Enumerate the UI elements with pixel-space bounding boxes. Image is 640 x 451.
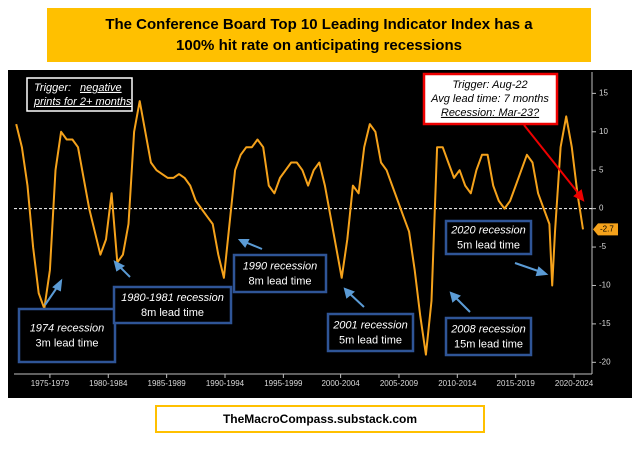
x-tick-label: 1995-1999 bbox=[264, 379, 303, 388]
y-tick-label: 0 bbox=[599, 204, 604, 213]
last-value-tag bbox=[593, 223, 618, 236]
x-tick-label: 2005-2009 bbox=[380, 379, 419, 388]
y-tick-label: -15 bbox=[599, 319, 611, 328]
recession-box bbox=[17, 307, 117, 364]
recession-lead: 5m lead time bbox=[457, 239, 520, 251]
callout-text: Trigger: Aug-22 bbox=[452, 79, 527, 91]
x-tick-label: 1990-1994 bbox=[206, 379, 245, 388]
recession-lead: 15m lead time bbox=[454, 338, 523, 350]
x-tick-label: 2010-2014 bbox=[438, 379, 477, 388]
chart-title: The Conference Board Top 10 Leading Indi… bbox=[105, 16, 533, 33]
recession-box bbox=[232, 253, 328, 294]
y-tick-label: 5 bbox=[599, 165, 604, 174]
red-arrow bbox=[523, 124, 585, 202]
recession-name: 1990 recession bbox=[243, 260, 318, 272]
recession-box bbox=[326, 312, 415, 353]
x-tick-label: 1980-1984 bbox=[89, 379, 128, 388]
source-box bbox=[155, 405, 485, 433]
y-tick-label: -10 bbox=[599, 281, 611, 290]
recession-lead: 5m lead time bbox=[339, 334, 402, 346]
recession-box bbox=[112, 285, 233, 325]
recession-name: 2008 recession bbox=[450, 323, 526, 335]
y-tick-label: 10 bbox=[599, 127, 608, 136]
trigger-box bbox=[26, 77, 133, 112]
recession-lead: 3m lead time bbox=[36, 337, 99, 349]
last-value-label: -2.7 bbox=[600, 224, 614, 233]
recession-name: 1980-1981 recession bbox=[121, 292, 224, 304]
recession-name: 1974 recession bbox=[30, 322, 105, 334]
callout-text: Avg lead time: 7 months bbox=[430, 93, 549, 105]
recession-box bbox=[444, 316, 533, 357]
trigger-label: Trigger: bbox=[34, 82, 71, 94]
trigger-text: negative bbox=[80, 82, 122, 94]
recession-lead: 8m lead time bbox=[249, 275, 312, 287]
chart-title: 100% hit rate on anticipating recessions bbox=[176, 37, 462, 54]
recession-lead: 8m lead time bbox=[141, 307, 204, 319]
recession-name: 2001 recession bbox=[332, 319, 408, 331]
arrows bbox=[44, 239, 549, 313]
x-tick-label: 2020-2024 bbox=[555, 379, 594, 388]
y-tick-label: -5 bbox=[599, 242, 607, 251]
x-tick-label: 2000-2004 bbox=[321, 379, 360, 388]
x-tick-label: 2015-2019 bbox=[497, 379, 536, 388]
index-line bbox=[15, 100, 584, 356]
x-tick-label: 1975-1979 bbox=[31, 379, 70, 388]
y-tick-label: -20 bbox=[599, 357, 611, 366]
recession-name: 2020 recession bbox=[450, 224, 526, 236]
callout-box bbox=[422, 72, 559, 126]
callout-text: Recession: Mar-23? bbox=[441, 107, 540, 119]
y-tick-label: 15 bbox=[599, 88, 608, 97]
recession-box bbox=[444, 219, 533, 256]
title-box bbox=[47, 8, 591, 62]
trigger-text: prints for 2+ months bbox=[33, 96, 132, 108]
source: TheMacroCompass.substack.com bbox=[223, 412, 417, 426]
x-tick-label: 1985-1989 bbox=[148, 379, 187, 388]
